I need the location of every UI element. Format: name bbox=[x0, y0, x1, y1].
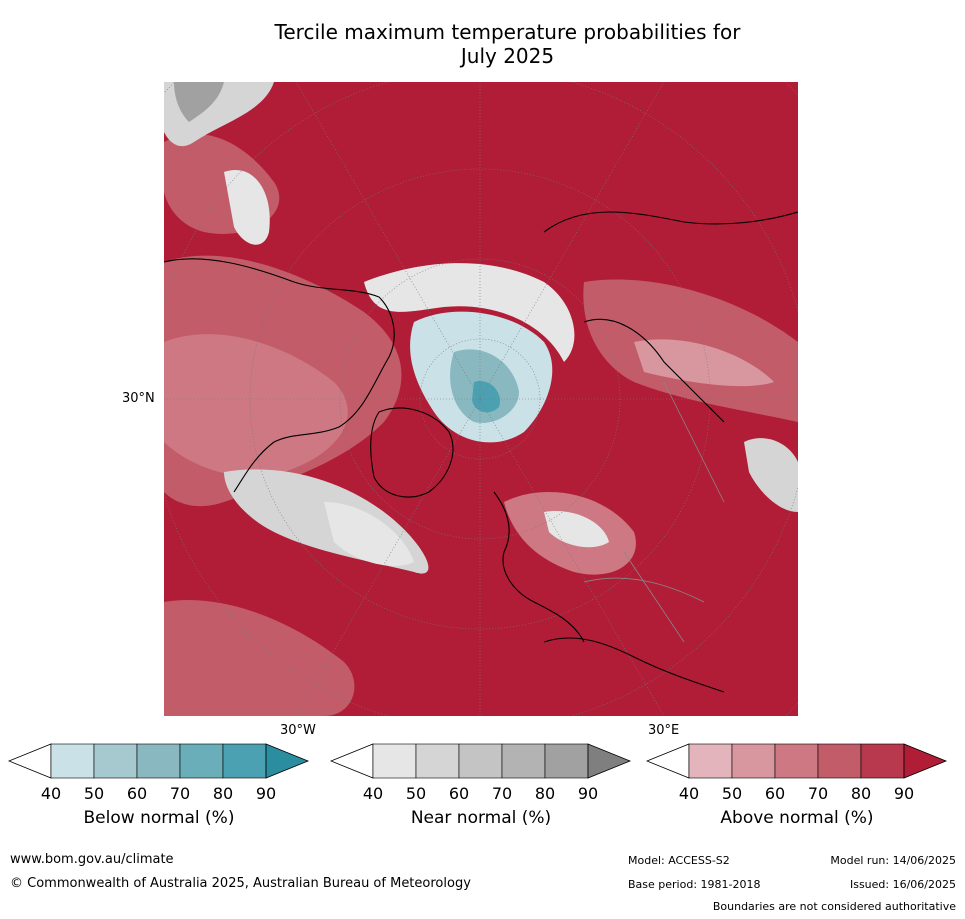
colorbar-swatch bbox=[93, 743, 138, 779]
colorbar-tick-label: 70 bbox=[169, 784, 191, 803]
footer-disclaimer: Boundaries are not considered authoritat… bbox=[712, 900, 956, 913]
colorbar-above-normal-label: Above normal (%) bbox=[720, 808, 874, 828]
colorbar-tick-label: 50 bbox=[405, 784, 427, 803]
footer-model-run: Model run: 14/06/2025 bbox=[830, 854, 956, 867]
colorbar-above-normal-ticks: 40 50 60 70 80 90 bbox=[646, 784, 948, 804]
colorbar-swatch bbox=[817, 743, 862, 779]
colorbar-extend-high bbox=[587, 743, 632, 779]
colorbar-near-normal-label: Near normal (%) bbox=[410, 808, 552, 828]
title-line-2: July 2025 bbox=[460, 44, 555, 68]
footer-website: www.bom.gov.au/climate bbox=[10, 852, 174, 867]
footer-model: Model: ACCESS-S2 bbox=[628, 854, 730, 867]
colorbar-tick-label: 80 bbox=[534, 784, 556, 803]
colorbar-tick-label: 60 bbox=[126, 784, 148, 803]
arctic-near-normal-ring bbox=[364, 263, 575, 362]
title-line-1: Tercile maximum temperature probabilitie… bbox=[274, 20, 741, 44]
colorbar-below-normal-ticks: 40 50 60 70 80 90 bbox=[8, 784, 310, 804]
colorbar-swatch bbox=[222, 743, 267, 779]
asia-inner bbox=[634, 339, 774, 387]
colorbar-tick-label: 40 bbox=[678, 784, 700, 803]
colorbar-near-normal: 40 50 60 70 80 90 Near normal (%) bbox=[329, 742, 632, 828]
colorbar-swatch bbox=[501, 743, 546, 779]
colorbar-below-normal: 40 50 60 70 80 90 Below normal (%) bbox=[7, 742, 310, 828]
country-borders bbox=[583, 381, 725, 643]
europe-near-normal bbox=[544, 511, 609, 548]
footer-issued: Issued: 16/06/2025 bbox=[849, 878, 956, 891]
colorbar-extend-high bbox=[903, 743, 948, 779]
colorbar-above-normal: 40 50 60 70 80 90 Above normal (%) bbox=[645, 742, 948, 828]
footer-base-period: Base period: 1981-2018 bbox=[628, 878, 761, 891]
colorbar-tick-label: 40 bbox=[40, 784, 62, 803]
colorbar-swatch bbox=[415, 743, 460, 779]
colorbar-tick-label: 80 bbox=[850, 784, 872, 803]
colorbar-swatch bbox=[136, 743, 181, 779]
colorbar-extend-low bbox=[7, 743, 52, 779]
colorbar-tick-label: 90 bbox=[577, 784, 599, 803]
graticule bbox=[164, 82, 798, 716]
near-normal-dark-patch bbox=[174, 82, 224, 122]
colorbar-extend-low bbox=[645, 743, 690, 779]
colorbar-tick-label: 90 bbox=[893, 784, 915, 803]
colorbar-swatch bbox=[860, 743, 905, 779]
colorbar-tick-label: 70 bbox=[491, 784, 513, 803]
colorbar-tick-label: 50 bbox=[83, 784, 105, 803]
colorbar-extend-low bbox=[329, 743, 374, 779]
colorbar-swatch bbox=[179, 743, 224, 779]
north-america-inner bbox=[164, 334, 348, 477]
colorbar-tick-label: 40 bbox=[362, 784, 384, 803]
colorbar-near-normal-ticks: 40 50 60 70 80 90 bbox=[330, 784, 632, 804]
colorbar-swatch bbox=[544, 743, 589, 779]
colorbar-tick-label: 70 bbox=[807, 784, 829, 803]
colorbar-tick-label: 80 bbox=[212, 784, 234, 803]
east-asia-near-normal bbox=[744, 438, 798, 512]
lon-label-30w: 30°W bbox=[280, 723, 316, 738]
atlantic-near-normal-light bbox=[324, 502, 414, 566]
near-normal-patch-a bbox=[224, 170, 270, 245]
arctic-below-normal-strong bbox=[472, 381, 500, 413]
colorbar-swatch bbox=[458, 743, 503, 779]
polar-map bbox=[164, 82, 798, 716]
colorbar-swatch bbox=[372, 743, 417, 779]
colorbar-tick-label: 50 bbox=[721, 784, 743, 803]
colorbar-above-normal-swatches bbox=[645, 743, 948, 779]
colorbar-below-normal-swatches bbox=[7, 743, 310, 779]
tropical-band bbox=[164, 600, 355, 716]
colorbar-swatch bbox=[50, 743, 95, 779]
colorbar-swatch bbox=[774, 743, 819, 779]
colorbar-swatch bbox=[688, 743, 733, 779]
coastlines bbox=[164, 211, 798, 693]
lon-label-30e: 30°E bbox=[648, 723, 680, 738]
colorbar-extend-high bbox=[265, 743, 310, 779]
colorbar-tick-label: 60 bbox=[448, 784, 470, 803]
colorbar-tick-label: 90 bbox=[255, 784, 277, 803]
chart-title: Tercile maximum temperature probabilitie… bbox=[160, 20, 855, 68]
colorbar-swatch bbox=[731, 743, 776, 779]
colorbar-tick-label: 60 bbox=[764, 784, 786, 803]
colorbar-near-normal-swatches bbox=[329, 743, 632, 779]
footer-copyright: © Commonwealth of Australia 2025, Austra… bbox=[10, 876, 471, 891]
lat-label-30n: 30°N bbox=[122, 391, 155, 406]
map-svg bbox=[164, 82, 798, 716]
colorbar-below-normal-label: Below normal (%) bbox=[83, 808, 235, 828]
